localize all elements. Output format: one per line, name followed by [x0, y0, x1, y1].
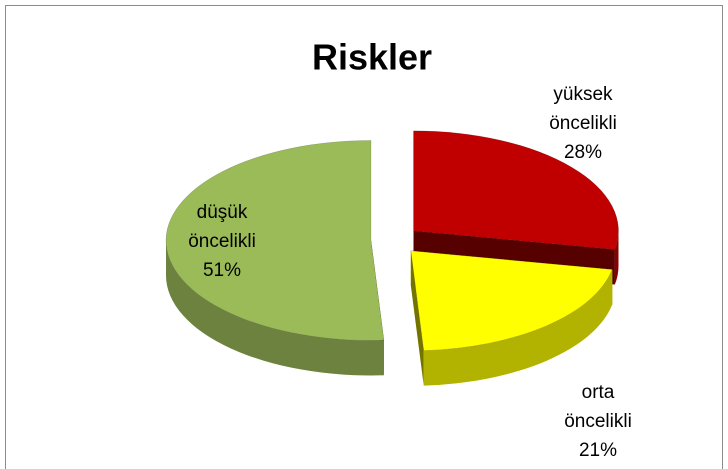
chart-title: Riskler: [312, 37, 432, 78]
slice-shade: [614, 230, 619, 285]
data-label: yüksek öncelikli 28%: [528, 80, 638, 167]
slice-shade: [410, 250, 424, 386]
value-label: 51%: [202, 260, 242, 281]
data-label: orta öncelikli 21%: [543, 378, 653, 465]
category-label: düşük öncelikli: [188, 202, 256, 252]
slice-side: [423, 269, 613, 386]
pie-slice: [413, 130, 619, 250]
slice-shade: [423, 269, 613, 386]
category-label: orta öncelikli: [564, 382, 632, 432]
pie-slice: [410, 250, 613, 351]
slice-side: [166, 240, 384, 376]
category-label: yüksek öncelikli: [549, 84, 617, 134]
value-label: 28%: [563, 142, 603, 163]
slice-shade: [166, 240, 384, 376]
data-label: düşük öncelikli 51%: [167, 198, 277, 285]
slice-side: [614, 230, 619, 285]
value-label: 21%: [578, 440, 618, 461]
pie-slice: [165, 140, 385, 341]
